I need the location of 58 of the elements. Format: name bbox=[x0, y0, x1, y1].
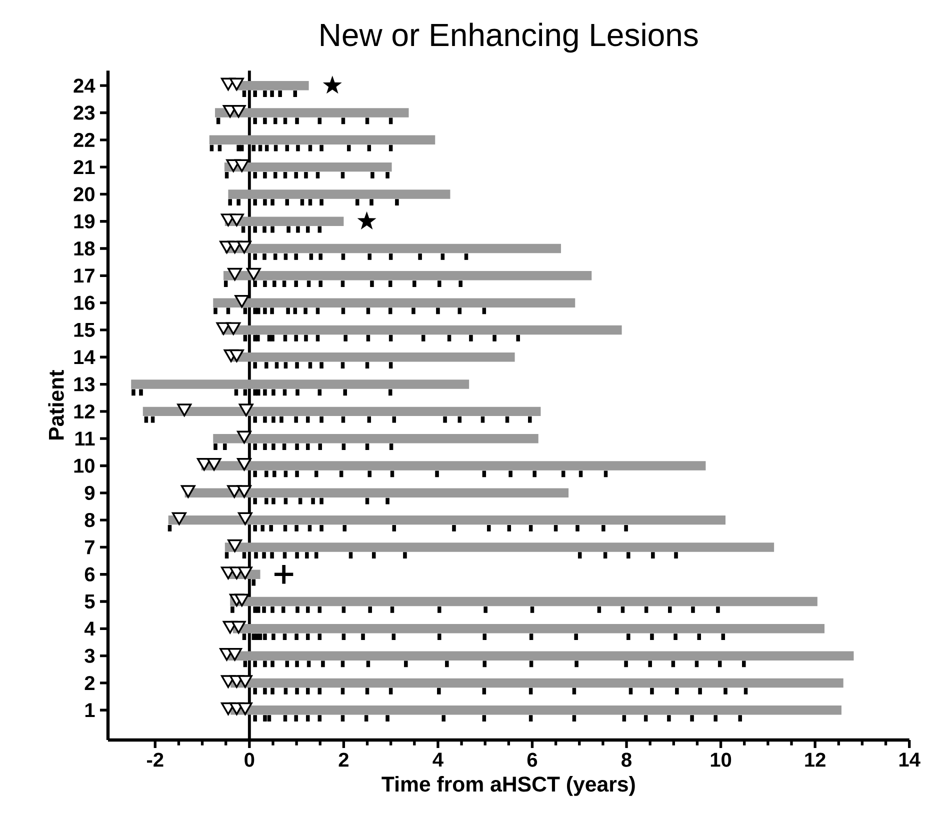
bar bbox=[222, 325, 622, 335]
chart-title: New or Enhancing Lesions bbox=[320, 22, 698, 53]
y-tick-label: 8 bbox=[84, 512, 95, 528]
bar bbox=[131, 380, 470, 389]
y-tick-label: 14 bbox=[74, 350, 96, 364]
y-tick-label: 9 bbox=[84, 486, 95, 500]
bar bbox=[223, 271, 592, 280]
y-tick-label: 20 bbox=[74, 187, 94, 202]
bar bbox=[201, 461, 706, 470]
y-tick-label: 18 bbox=[74, 241, 95, 256]
bar bbox=[168, 515, 726, 525]
bar bbox=[184, 488, 569, 498]
y-tick-label: 15 bbox=[74, 323, 95, 337]
y-tick-label: 21 bbox=[74, 160, 95, 174]
x-tick-label: 0 bbox=[244, 752, 254, 767]
bar bbox=[230, 706, 842, 715]
x-tick-label: 6 bbox=[527, 752, 538, 767]
x-axis-title: Time from aHSCT (years) bbox=[382, 776, 635, 796]
x-tick-label: 10 bbox=[710, 752, 732, 767]
y-tick-label: 7 bbox=[85, 540, 94, 554]
bar bbox=[224, 244, 561, 254]
bar bbox=[228, 190, 450, 199]
y-tick-label: 10 bbox=[74, 458, 94, 473]
y-tick-label: 2 bbox=[84, 676, 94, 690]
y-tick-label: 24 bbox=[74, 78, 96, 93]
y-tick-label: 19 bbox=[74, 214, 95, 228]
y-tick-label: 16 bbox=[74, 296, 95, 310]
bar bbox=[235, 80, 309, 90]
y-tick-label: 13 bbox=[74, 377, 95, 392]
bar bbox=[224, 542, 774, 552]
bar bbox=[230, 352, 515, 362]
bar bbox=[213, 298, 576, 308]
y-tick-label: 17 bbox=[74, 268, 94, 283]
y-tick-label: 23 bbox=[74, 106, 95, 120]
x-tick-label: 2 bbox=[338, 752, 348, 767]
bar bbox=[142, 406, 541, 416]
bar bbox=[232, 624, 824, 634]
bar bbox=[224, 162, 392, 172]
x-tick-label: 14 bbox=[899, 752, 920, 766]
y-tick-label: 6 bbox=[84, 567, 95, 582]
bar bbox=[230, 596, 818, 606]
x-tick-label: 4 bbox=[432, 752, 444, 766]
y-tick-label: 12 bbox=[74, 404, 94, 418]
x-tick-label: -2 bbox=[147, 752, 164, 767]
bar bbox=[215, 108, 409, 118]
y-tick-label: 5 bbox=[84, 594, 95, 608]
bar bbox=[230, 678, 844, 688]
x-tick-label: 8 bbox=[622, 752, 632, 767]
y-tick-label: 22 bbox=[74, 132, 94, 147]
bar bbox=[209, 135, 436, 145]
bar bbox=[213, 434, 538, 444]
x-tick-label: 12 bbox=[805, 752, 826, 767]
bar bbox=[228, 651, 854, 660]
y-tick-label: 1 bbox=[85, 703, 95, 718]
y-tick-label: 3 bbox=[84, 648, 95, 663]
y-tick-label: 11 bbox=[75, 432, 95, 446]
y-tick-label: 4 bbox=[84, 622, 96, 636]
y-axis-title: Patient bbox=[48, 370, 64, 440]
